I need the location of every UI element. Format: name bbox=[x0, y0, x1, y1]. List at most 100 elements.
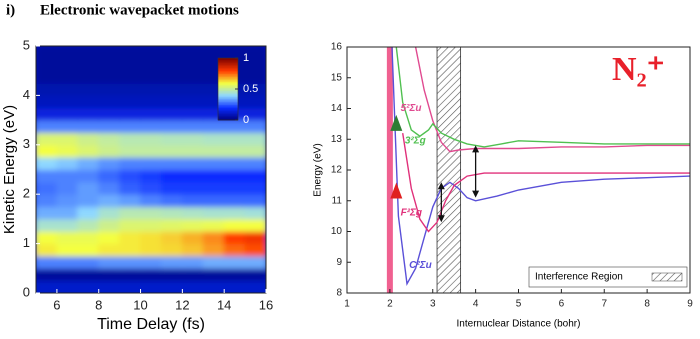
heatmap-cell bbox=[223, 280, 246, 293]
heatmap-cell bbox=[160, 144, 183, 158]
heatmap-cell bbox=[181, 131, 204, 146]
colorbar-step bbox=[218, 112, 238, 115]
heatmap-cell bbox=[119, 206, 142, 220]
heatmap-cell bbox=[140, 243, 162, 257]
colorbar-step bbox=[218, 107, 238, 110]
heatmap-cell bbox=[98, 193, 121, 208]
colorbar-step bbox=[218, 116, 238, 119]
heatmap-cell bbox=[98, 82, 121, 96]
heatmap-cell bbox=[98, 46, 121, 59]
x-tick-label: 12 bbox=[175, 297, 189, 312]
heatmap-cell bbox=[56, 131, 79, 146]
heatmap-cell bbox=[98, 181, 121, 195]
heatmap-cell bbox=[119, 169, 142, 183]
heatmap-cell bbox=[119, 94, 142, 109]
heatmap-cell bbox=[181, 57, 204, 72]
x-tick-label: 10 bbox=[133, 297, 147, 312]
heatmap-cell bbox=[36, 230, 58, 245]
heatmap-cell bbox=[77, 169, 100, 183]
heatmap-cell bbox=[56, 243, 79, 257]
panel-title: Electronic wavepacket motions bbox=[40, 2, 239, 18]
colorbar-step bbox=[218, 101, 238, 104]
heatmap-cell bbox=[140, 169, 162, 183]
heatmap-cell bbox=[56, 82, 79, 96]
heatmap-cell bbox=[36, 243, 58, 257]
heatmap-cell bbox=[36, 181, 58, 195]
heatmap-cell bbox=[98, 267, 121, 282]
heatmap-cell bbox=[181, 46, 204, 59]
x-tick-label: 2 bbox=[387, 299, 393, 310]
y-tick-label: 8 bbox=[336, 288, 342, 299]
heatmap-cell bbox=[119, 144, 142, 158]
heatmap-cell bbox=[36, 57, 58, 72]
colorbar-step bbox=[218, 93, 238, 96]
colorbar-step bbox=[218, 104, 238, 107]
colorbar-step bbox=[218, 102, 238, 105]
heatmap-cell bbox=[181, 193, 204, 208]
heatmap-cell bbox=[140, 107, 162, 121]
heatmap-cell bbox=[160, 131, 183, 146]
heatmap-cell bbox=[140, 119, 162, 133]
legend-swatch bbox=[651, 272, 683, 282]
heatmap-cell bbox=[56, 230, 79, 245]
y-tick-label: 0 bbox=[23, 284, 30, 299]
x-tick-label: 6 bbox=[559, 299, 565, 310]
heatmap-cell bbox=[244, 119, 266, 133]
heatmap-cell bbox=[160, 119, 183, 133]
heatmap-cell bbox=[160, 193, 183, 208]
legend-label: Interference Region bbox=[535, 272, 623, 283]
colorbar-step bbox=[218, 82, 238, 85]
heatmap-cell bbox=[223, 131, 246, 146]
legend-box bbox=[528, 266, 688, 288]
heatmap-cell bbox=[223, 193, 246, 208]
heatmap-cell bbox=[181, 218, 204, 232]
heatmap-cell bbox=[140, 255, 162, 269]
heatmap-cell bbox=[181, 230, 204, 245]
heatmap-cell bbox=[36, 280, 58, 293]
heatmap-cell bbox=[119, 107, 142, 121]
heatmap-cell bbox=[77, 144, 100, 158]
heatmap-cell bbox=[77, 206, 100, 220]
heatmap-cell bbox=[244, 94, 266, 109]
colorbar-step bbox=[218, 106, 238, 109]
heatmap-cell bbox=[98, 218, 121, 232]
heatmap-cell bbox=[202, 193, 225, 208]
heatmap-cell bbox=[223, 181, 246, 195]
heatmap-cell bbox=[140, 131, 162, 146]
heatmap-cell bbox=[202, 243, 225, 257]
x-tick-label: 4 bbox=[473, 299, 479, 310]
potential-curve bbox=[414, 47, 690, 153]
heatmap-cell bbox=[119, 218, 142, 232]
x-tick-label: 3 bbox=[430, 299, 436, 310]
heatmap-cell bbox=[244, 107, 266, 121]
heatmap-cell bbox=[36, 46, 58, 59]
potential-curve bbox=[402, 132, 690, 233]
potential-curve bbox=[395, 47, 690, 148]
heatmap-cell bbox=[244, 206, 266, 220]
heatmap-cell bbox=[56, 70, 79, 84]
heatmap-cell bbox=[36, 156, 58, 170]
heatmap-cell bbox=[36, 144, 58, 158]
x-tick-label: 8 bbox=[644, 299, 650, 310]
y-tick-label: 2 bbox=[23, 186, 30, 201]
heatmap-cell bbox=[119, 280, 142, 293]
curve-label: C²Σu bbox=[409, 260, 432, 271]
heatmap-cell bbox=[244, 82, 266, 96]
heatmap-cell bbox=[119, 181, 142, 195]
colorbar-step bbox=[218, 96, 238, 99]
heatmap-cell bbox=[181, 280, 204, 293]
y-axis-label: Kinetic Energy (eV) bbox=[1, 105, 18, 234]
y-tick-label: 4 bbox=[23, 87, 30, 102]
x-tick-label: 6 bbox=[53, 297, 60, 312]
heatmap-cell bbox=[77, 94, 100, 109]
x-tick-label: 8 bbox=[95, 297, 102, 312]
heatmap-cell bbox=[98, 156, 121, 170]
y-tick-label: 14 bbox=[331, 103, 343, 114]
heatmap-cell bbox=[119, 267, 142, 282]
colorbar-step bbox=[218, 76, 238, 79]
colorbar-step bbox=[218, 64, 238, 67]
highlight-band bbox=[386, 47, 393, 293]
arrow-head bbox=[472, 145, 480, 153]
heatmap-cell bbox=[202, 131, 225, 146]
heatmap-cell bbox=[140, 218, 162, 232]
